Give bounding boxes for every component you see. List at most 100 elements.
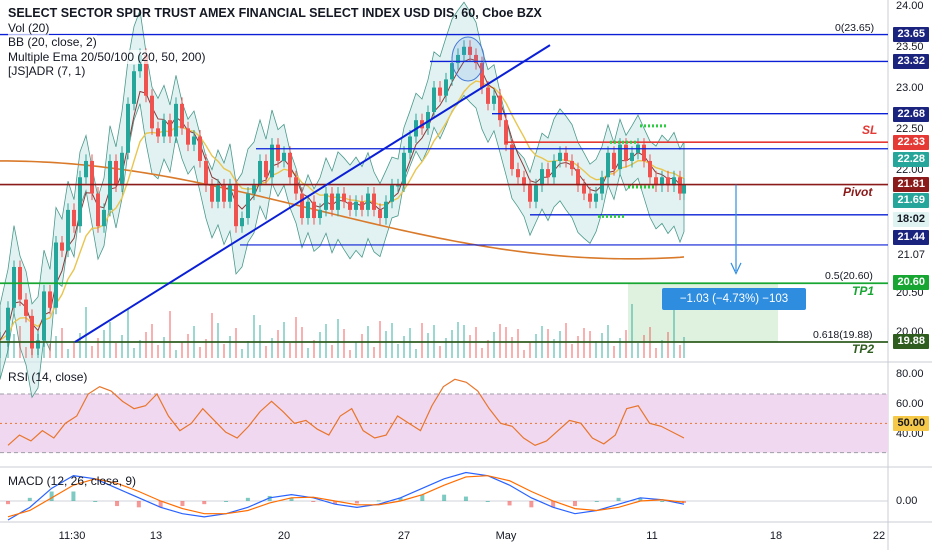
- candle-body: [432, 87, 436, 113]
- candle-body: [342, 193, 346, 202]
- candle-body: [126, 103, 130, 153]
- volume-bar: [679, 345, 681, 358]
- volume-bar: [673, 306, 675, 358]
- macd-histogram-bar: [398, 497, 403, 501]
- volume-bar: [7, 342, 9, 358]
- macd-histogram-bar: [660, 501, 665, 502]
- volume-bar: [217, 323, 219, 358]
- candle-body: [30, 315, 34, 349]
- volume-bar: [73, 341, 75, 358]
- volume-bar: [121, 335, 123, 358]
- volume-bar: [439, 346, 441, 358]
- y-tick: 23.00: [896, 82, 924, 94]
- volume-bar: [187, 334, 189, 358]
- candle-body: [288, 152, 292, 178]
- volume-bar: [379, 321, 381, 358]
- rsi-line: [7, 378, 685, 447]
- chart-legend: SELECT SECTOR SPDR TRUST AMEX FINANCIAL …: [8, 6, 542, 79]
- macd-histogram-bar: [616, 497, 621, 501]
- sl-tag: SL: [862, 123, 878, 137]
- candle-body: [486, 87, 490, 104]
- volume-bar: [331, 345, 333, 358]
- chart-title: SELECT SECTOR SPDR TRUST AMEX FINANCIAL …: [8, 6, 542, 20]
- macd-legend[interactable]: MACD (12, 26, close, 9): [8, 474, 136, 489]
- volume-bar: [631, 304, 633, 358]
- price-label-pivot: 21.81: [893, 177, 929, 192]
- macd-histogram-bar: [93, 501, 98, 502]
- macd-histogram-bar: [638, 497, 643, 501]
- candle-body: [282, 152, 286, 161]
- candle-body: [144, 54, 148, 96]
- volume-bar: [49, 344, 51, 358]
- candle-body: [54, 242, 58, 308]
- volume-bar: [517, 329, 519, 358]
- candle-body: [522, 177, 526, 186]
- macd-y-tick: 0.00: [896, 495, 918, 507]
- candle-body: [444, 79, 448, 96]
- volume-bar: [307, 348, 309, 358]
- volume-bar: [181, 342, 183, 358]
- candle-body: [84, 160, 88, 178]
- candle-body: [180, 103, 184, 129]
- volume-bar: [211, 313, 213, 358]
- indicator-vol[interactable]: Vol (20): [8, 20, 50, 35]
- volume-bar: [133, 348, 135, 358]
- y-tick: 23.50: [896, 41, 924, 53]
- candle-body: [624, 144, 628, 161]
- volume-bar: [169, 311, 171, 358]
- candle-body: [426, 112, 430, 129]
- indicator-bb[interactable]: BB (20, close, 2): [8, 35, 97, 49]
- macd-histogram-bar: [71, 491, 76, 501]
- macd-histogram-bar: [311, 501, 316, 502]
- candle-body: [438, 87, 442, 96]
- x-tick: May: [495, 530, 517, 542]
- volume-bar: [253, 315, 255, 358]
- highlight-circle: [451, 36, 485, 82]
- macd-label: MACD (12, 26, close, 9): [8, 474, 137, 488]
- volume-bar: [553, 339, 555, 358]
- candle-body: [36, 340, 40, 349]
- candle-body: [174, 103, 178, 137]
- macd-histogram-bar: [136, 501, 141, 508]
- volume-bar: [343, 329, 345, 358]
- price-label-22-28: 22.28: [893, 152, 929, 167]
- fib-level-05: 0.5(20.60): [825, 270, 873, 282]
- candle-body: [654, 177, 658, 186]
- volume-bar: [601, 333, 603, 358]
- rsi-band: [0, 394, 888, 453]
- candle-body: [630, 152, 634, 161]
- candle-body: [672, 177, 676, 186]
- price-label-tp1: 20.60: [893, 275, 929, 290]
- macd-histogram-bar: [594, 501, 599, 502]
- y-tick: 22.00: [896, 164, 924, 176]
- volume-bar: [355, 342, 357, 358]
- candle-body: [312, 201, 316, 219]
- volume-bar: [103, 330, 105, 358]
- y-tick: 22.50: [896, 123, 924, 135]
- indicator-adr[interactable]: [JS]ADR (7, 1): [8, 64, 86, 78]
- candle-body: [42, 291, 46, 341]
- candle-body: [48, 291, 52, 308]
- volume-bar: [589, 331, 591, 358]
- volume-bar: [535, 334, 537, 358]
- macd-line: [7, 471, 685, 521]
- rsi-legend[interactable]: RSI (14, close): [8, 370, 87, 385]
- fib-level-0618: 0.618(19.88): [813, 329, 873, 341]
- candle-body: [372, 193, 376, 210]
- volume-bar: [127, 309, 129, 358]
- volume-bar: [421, 323, 423, 358]
- volume-bar: [487, 340, 489, 358]
- x-tick: 18: [769, 530, 783, 542]
- candle-body: [678, 177, 682, 194]
- price-label-21-69: 21.69: [893, 193, 929, 208]
- x-tick: 11:30: [58, 530, 86, 542]
- volume-bar: [385, 331, 387, 358]
- volume-bar: [415, 349, 417, 358]
- volume-bar: [151, 324, 153, 358]
- macd-histogram-bar: [551, 501, 556, 508]
- candle-body: [150, 95, 154, 129]
- macd-histogram-bar: [354, 501, 359, 504]
- indicator-ema[interactable]: Multiple Ema 20/50/100 (20, 50, 200): [8, 49, 206, 64]
